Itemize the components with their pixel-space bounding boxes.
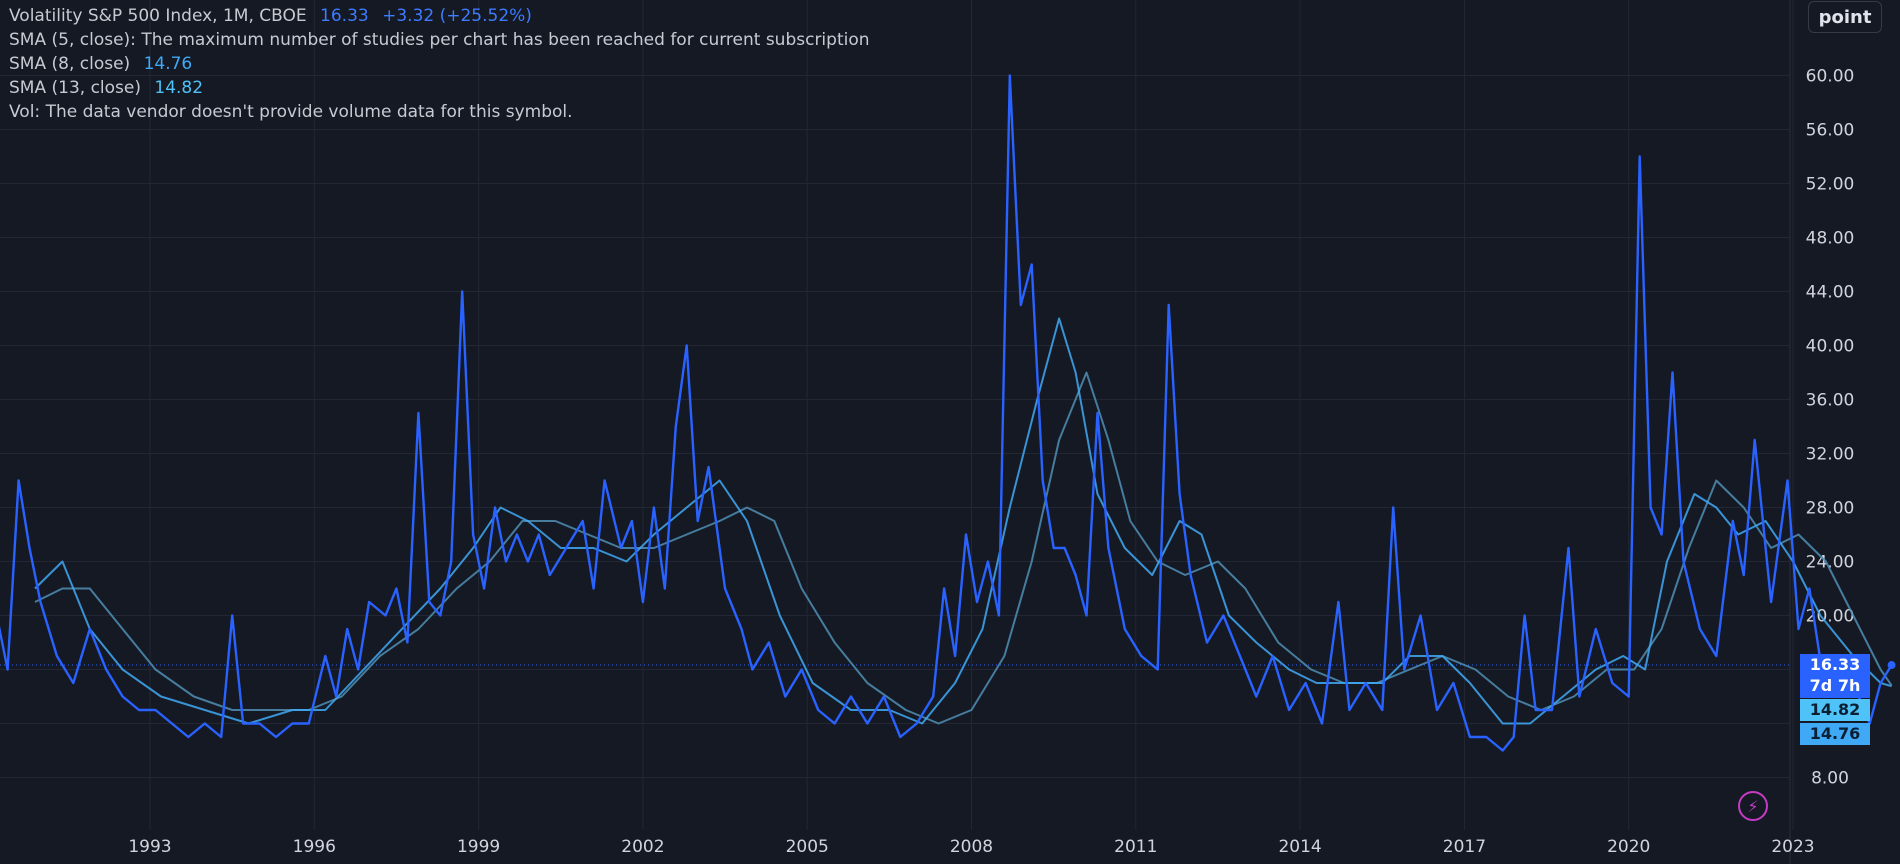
x-tick-label: 1999 (457, 837, 500, 857)
sma5-label[interactable]: SMA (5, close): (9, 30, 136, 50)
y-tick-label: 56.00 (1806, 121, 1855, 141)
x-tick-label: 2017 (1443, 837, 1486, 857)
y-tick-label: 32.00 (1806, 445, 1855, 465)
y-tick-label: 48.00 (1806, 229, 1855, 249)
sma8-value: 14.76 (143, 54, 193, 74)
sma8-badge: 14.76 (1800, 723, 1870, 745)
x-tick-label: 2020 (1607, 837, 1650, 857)
chart-legend: Volatility S&P 500 Index, 1M, CBOE 16.33… (9, 4, 870, 124)
y-tick-label: 60.00 (1806, 67, 1855, 87)
x-tick-label: 1993 (128, 837, 171, 857)
lightning-icon[interactable]: ⚡ (1738, 791, 1768, 821)
price-badge-value: 16.33 (1809, 655, 1861, 674)
legend-symbol-row: Volatility S&P 500 Index, 1M, CBOE 16.33… (9, 4, 870, 28)
point-button[interactable]: point (1808, 1, 1882, 33)
last-price: 16.33 (320, 6, 369, 26)
sma8-label[interactable]: SMA (8, close) (9, 54, 131, 74)
x-tick-label: 2002 (621, 837, 664, 857)
y-tick-label: 24.00 (1806, 553, 1855, 573)
y-tick-label: 28.00 (1806, 499, 1855, 519)
sma13-label[interactable]: SMA (13, close) (9, 78, 141, 98)
sma5-message: The maximum number of studies per chart … (141, 30, 870, 50)
y-tick-label: 52.00 (1806, 175, 1855, 195)
legend-sma5-row: SMA (5, close): The maximum number of st… (9, 28, 870, 52)
volume-message: Vol: The data vendor doesn't provide vol… (9, 102, 573, 122)
price-badge: 16.33 7d 7h (1800, 654, 1870, 698)
sma13-line (34, 371, 1893, 725)
bar-countdown: 7d 7h (1809, 676, 1861, 695)
sma13-badge: 14.82 (1800, 699, 1870, 721)
x-tick-label: 1996 (293, 837, 336, 857)
x-tick-label: 2005 (786, 837, 829, 857)
x-tick-label: 2014 (1278, 837, 1321, 857)
x-tick-label: 2011 (1114, 837, 1157, 857)
price-change: +3.32 (+25.52%) (382, 6, 532, 26)
last-price-dot (1887, 661, 1896, 670)
x-tick-label: 2023 (1771, 837, 1814, 857)
y-tick-label: 8.00 (1811, 769, 1849, 789)
symbol-title: Volatility S&P 500 Index, 1M, CBOE (9, 6, 307, 26)
y-tick-label: 44.00 (1806, 283, 1855, 303)
y-tick-label: 36.00 (1806, 391, 1855, 411)
legend-sma8-row: SMA (8, close) 14.76 (9, 52, 870, 76)
sma13-value: 14.82 (154, 78, 204, 98)
legend-vol-row: Vol: The data vendor doesn't provide vol… (9, 100, 870, 124)
sma8-line (34, 317, 1892, 725)
x-tick-label: 2008 (950, 837, 993, 857)
legend-sma13-row: SMA (13, close) 14.82 (9, 76, 870, 100)
vix-line (0, 74, 1893, 752)
y-tick-label: 40.00 (1806, 337, 1855, 357)
